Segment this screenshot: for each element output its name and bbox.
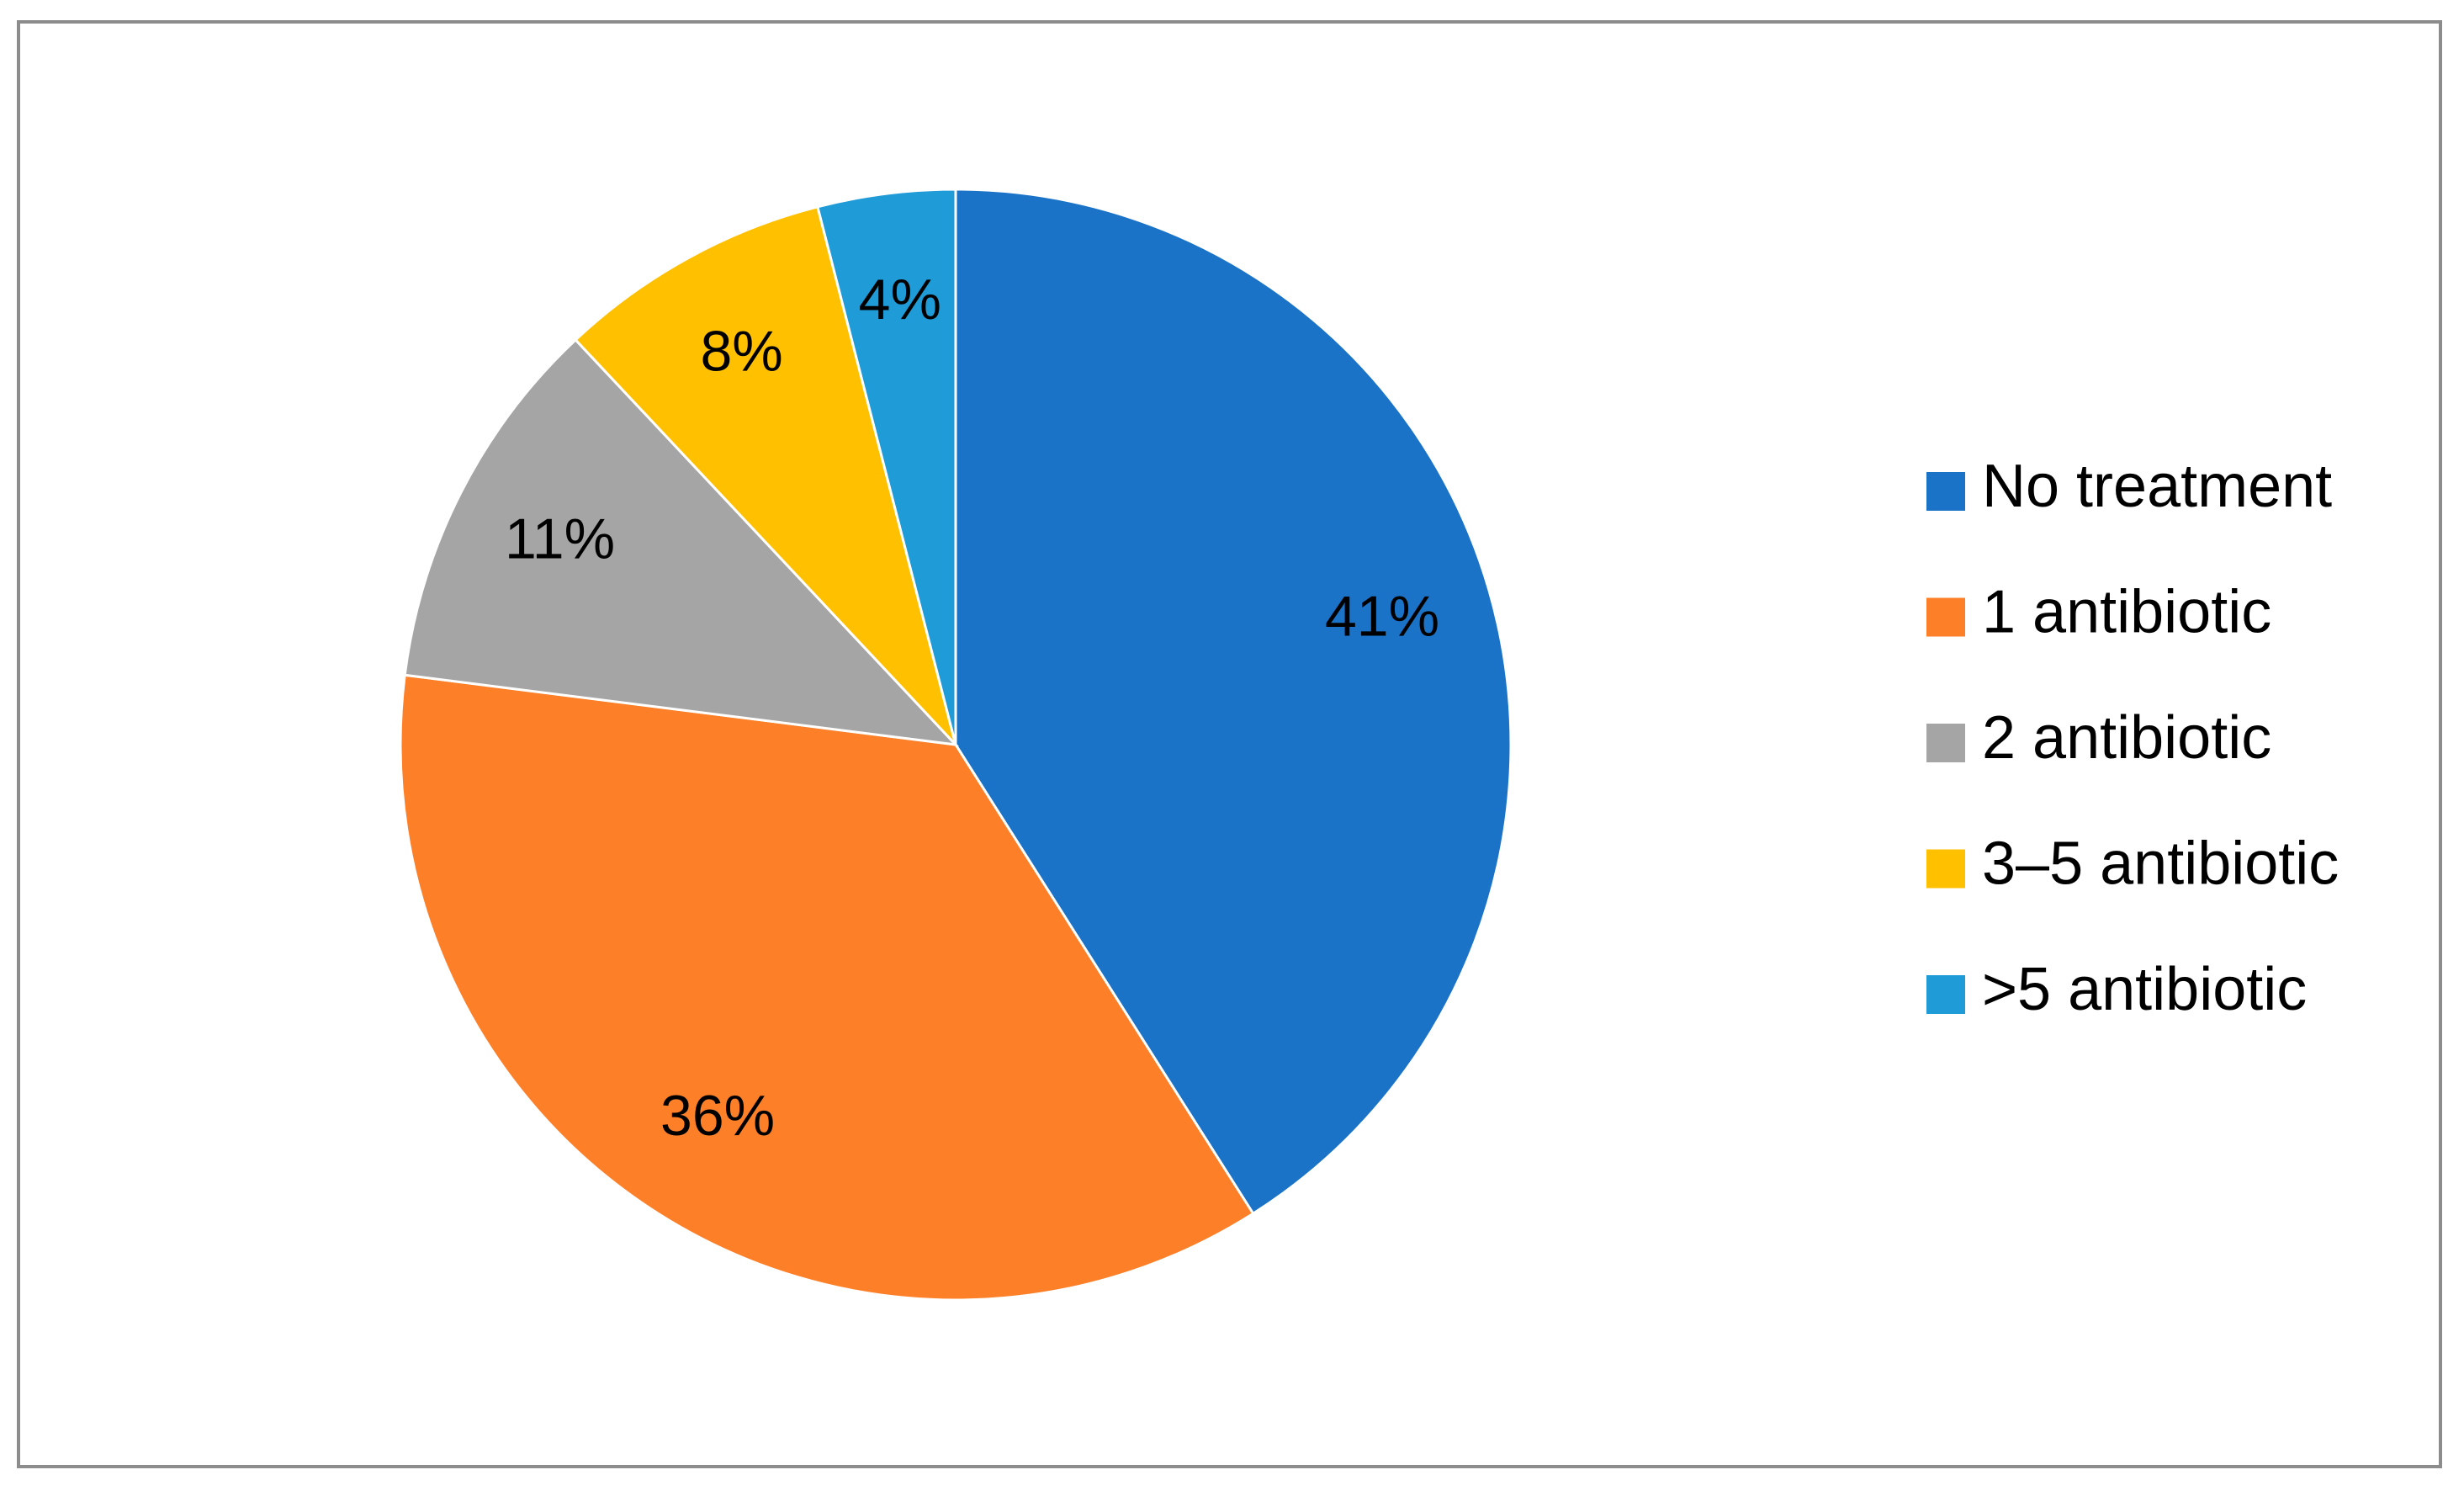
pie-slice [403,337,959,747]
legend-swatch [1926,724,1965,762]
data-label: 4% [859,268,941,332]
data-label: 11% [505,507,615,570]
data-label: 41% [1325,585,1439,649]
pie-slice [954,188,1513,1216]
legend-label: 2 antibiotic [1982,704,2271,772]
pie-slice [574,204,957,746]
legend-swatch [1926,975,1965,1014]
legend-label: >5 antibiotic [1982,956,2307,1023]
pie-slice [399,673,1255,1302]
data-label: 8% [700,319,782,383]
legend-swatch [1926,849,1965,889]
legend-label: 1 antibiotic [1982,579,2271,646]
pie-slice [816,188,957,746]
legend-label: 3–5 antibiotic [1982,830,2339,898]
legend-swatch [1926,472,1965,511]
legend-label: No treatment [1982,453,2332,520]
data-label: 36% [660,1084,775,1148]
legend-swatch [1926,597,1965,637]
